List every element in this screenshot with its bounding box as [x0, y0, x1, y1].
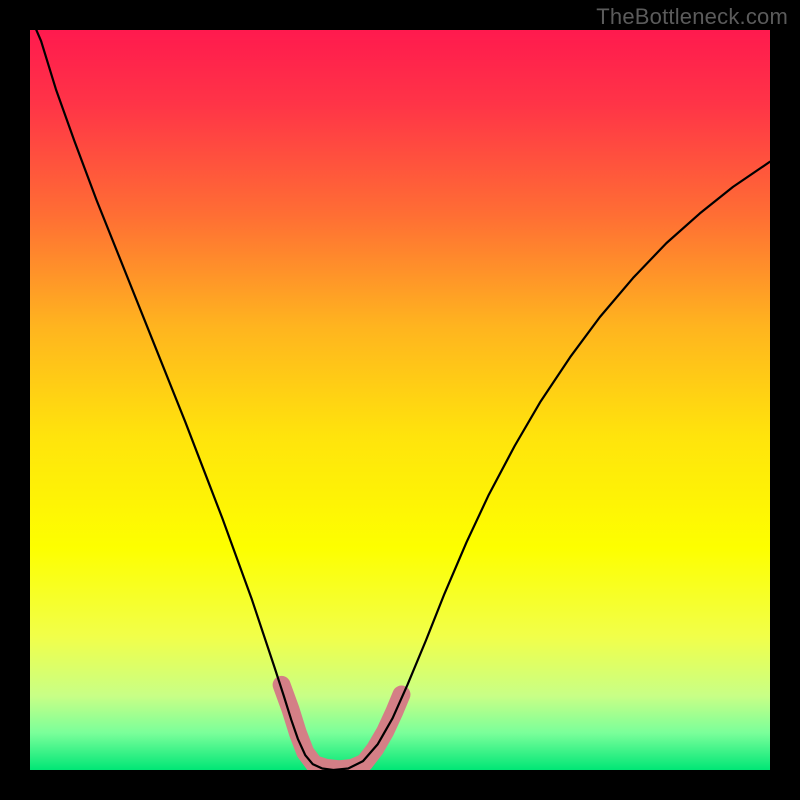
chart-canvas: TheBottleneck.com — [0, 0, 800, 800]
plot-background — [30, 30, 770, 770]
watermark-label: TheBottleneck.com — [596, 4, 788, 30]
bottleneck-chart — [0, 0, 800, 800]
